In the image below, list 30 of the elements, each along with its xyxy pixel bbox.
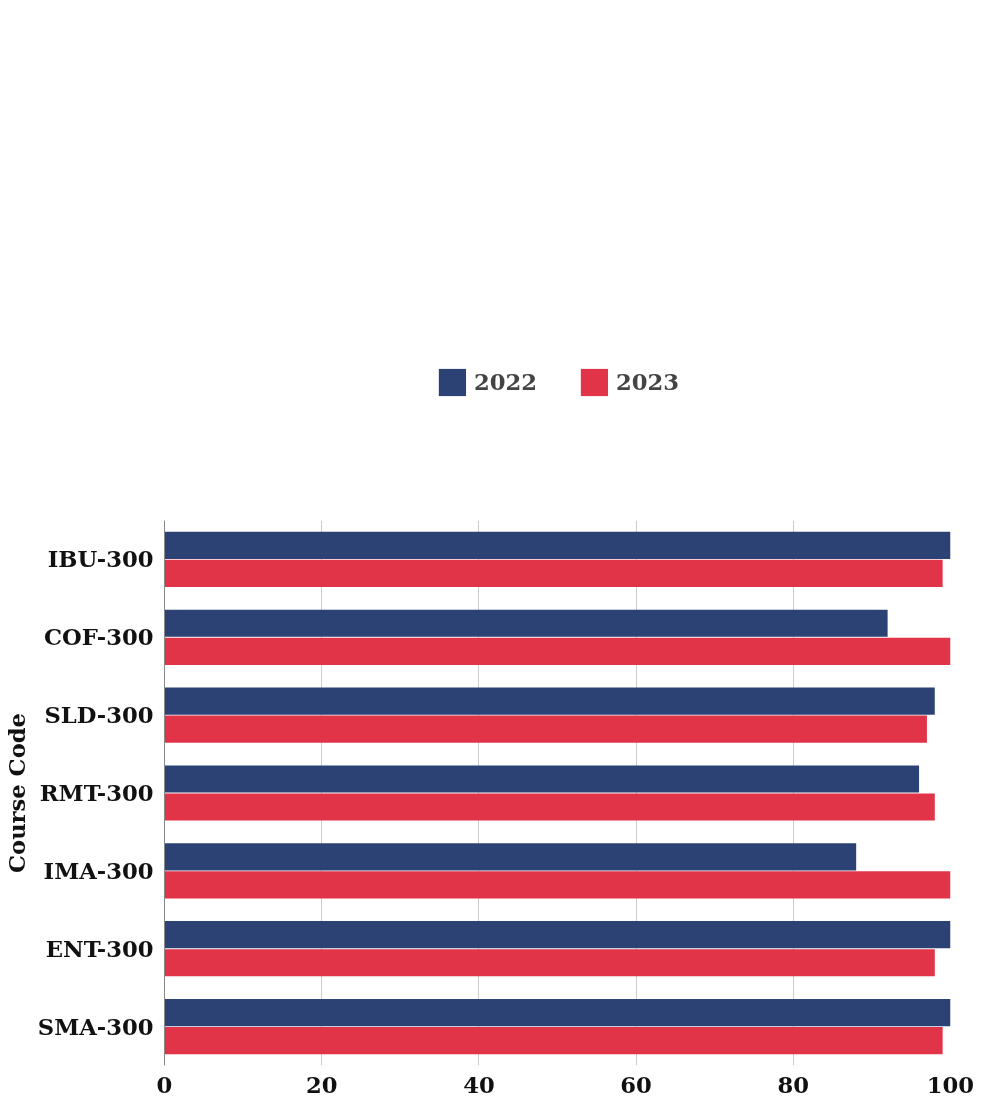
y-tick-label: COF-300 — [43, 624, 154, 651]
bar — [164, 998, 951, 1027]
bar — [164, 921, 951, 949]
bar — [164, 687, 935, 715]
y-axis-title: Course Code — [3, 712, 30, 873]
x-tick-label: 20 — [305, 1071, 338, 1098]
y-tick-label: RMT-300 — [39, 780, 154, 806]
y-tick-label: IBU-300 — [47, 546, 154, 573]
bar — [164, 793, 935, 821]
bar — [164, 871, 951, 899]
y-tick-label: SMA-300 — [37, 1013, 154, 1040]
legend-label: 2023 — [616, 368, 680, 395]
x-tick-label: 60 — [620, 1071, 652, 1098]
bar — [164, 715, 927, 743]
bar — [164, 949, 935, 977]
x-tick-label: 80 — [777, 1071, 810, 1098]
x-tick-label: 0 — [156, 1071, 173, 1098]
bar — [164, 843, 857, 871]
bar — [164, 559, 943, 588]
legend-label: 2022 — [473, 368, 537, 395]
y-tick-label: ENT-300 — [45, 935, 154, 962]
x-tick-label: 100 — [926, 1071, 975, 1098]
bar — [164, 765, 920, 793]
bar — [164, 637, 951, 665]
bar — [164, 531, 951, 560]
y-tick-label: SLD-300 — [44, 702, 154, 729]
bar — [164, 609, 888, 637]
bar — [164, 1026, 943, 1055]
x-tick-label: 40 — [463, 1071, 495, 1098]
y-tick-label: IMA-300 — [43, 857, 154, 884]
